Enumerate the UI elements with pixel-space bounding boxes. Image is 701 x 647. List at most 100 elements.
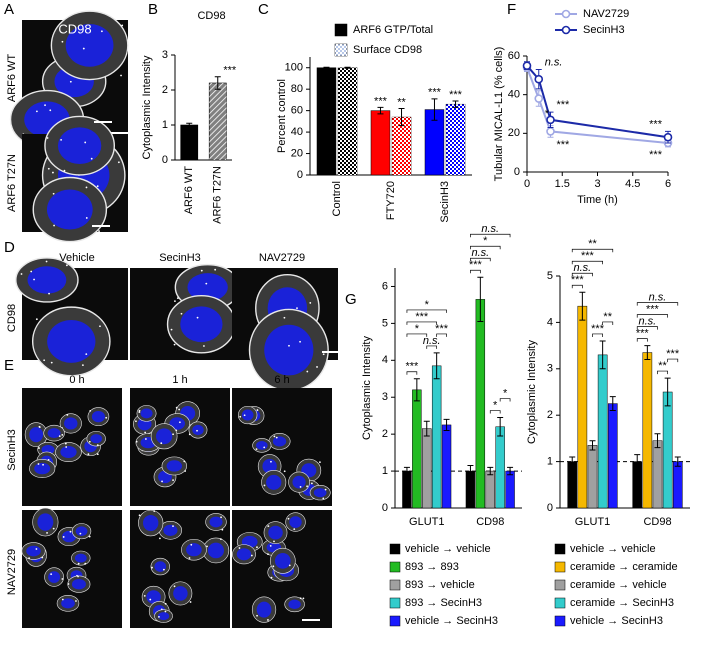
vesicle [288,344,290,347]
vesicle [42,463,44,466]
vesicle [35,110,38,113]
legend-label: vehicle → SecinH3 [570,615,663,627]
nucleus [46,189,93,230]
vesicle [206,545,208,548]
y-tick-label: 1 [162,119,168,131]
vesicle [35,548,38,550]
vesicle [89,409,92,412]
y-tick-label: 1 [547,456,553,468]
nucleus [186,543,202,557]
vesicle [178,408,181,411]
vesicle [120,74,122,77]
vesicle [184,470,187,472]
vesicle [256,546,258,549]
legend-label: ceramide → SecinH3 [570,597,674,609]
vesicle [188,433,191,436]
vesicle [46,532,48,534]
vesicle [322,497,325,500]
significance: *** [646,304,660,316]
bar-pattern [338,67,358,175]
vesicle [52,171,54,174]
significance: *** [557,139,571,151]
significance: *** [636,328,650,340]
nucleus [236,548,252,561]
nucleus [155,428,173,445]
y-tick-label: 1 [382,465,388,477]
vesicle [239,415,242,418]
y-tick-label: 80 [291,83,303,95]
nucleus [173,586,188,601]
vesicle [87,453,90,456]
error-bar [634,454,641,470]
vesicle [172,525,174,527]
vesicle [183,460,186,463]
error-bar [323,66,330,69]
error-bar [467,465,474,478]
legend-label: 893 → vehicle [405,579,475,591]
bar [422,428,432,509]
vesicle [37,463,40,465]
nucleus [57,127,102,164]
vesicle [267,525,270,528]
vesicle [149,598,152,601]
vesicle [219,538,222,541]
vesicle [299,597,302,600]
nucleus [264,324,314,376]
nucleus [266,474,282,490]
vesicle [174,300,176,303]
vesicle [159,537,161,540]
nucleus [262,458,277,474]
vesicle [196,429,198,432]
micrographs [9,10,340,628]
bar [577,305,588,509]
vesicle [61,598,64,601]
vesicle [65,264,68,267]
error-bar [654,433,661,449]
y-tick-label: 3 [162,49,168,61]
vesicle [196,316,199,319]
x-tick-label: ARF6 T27N [212,166,224,224]
vesicle [200,269,203,272]
vesicle [50,573,53,576]
y-tick-label: 20 [508,127,520,139]
bar-pattern [446,104,466,175]
y-tick-label: 4 [547,316,553,328]
vesicle [316,366,318,368]
vesicle [138,514,141,517]
vesicle [53,224,55,227]
vesicle [163,568,165,571]
significance: *** [591,323,605,335]
vesicle [20,273,23,275]
bar [402,470,412,509]
bar [652,440,663,509]
nucleus [180,306,223,343]
vesicle [69,80,72,83]
nucleus [256,441,268,450]
vesicle [275,436,278,439]
vesicle [299,340,301,343]
row-label: CD98 [6,304,18,332]
bar [662,391,673,509]
legend-swatch-pattern [335,44,347,56]
x-tick-label: SecinH3 [439,181,451,223]
vesicle [272,565,275,568]
line [526,67,669,144]
significance: *** [374,95,388,107]
legend-swatch [554,597,566,609]
panel-label: D [4,239,15,256]
vesicle [255,448,258,451]
significance-bracket [470,245,501,250]
bar [441,424,452,509]
bar [316,67,337,176]
x-tick-label: 3 [594,178,600,190]
y-tick-label: 2 [162,84,168,96]
bar [607,403,618,509]
x-tick-label: 6 [665,178,671,190]
nucleus [187,273,228,302]
significance-bracket [406,309,447,313]
significance-bracket [426,345,438,349]
vesicle [64,442,67,445]
vesicle [28,557,31,560]
nucleus [192,424,204,436]
